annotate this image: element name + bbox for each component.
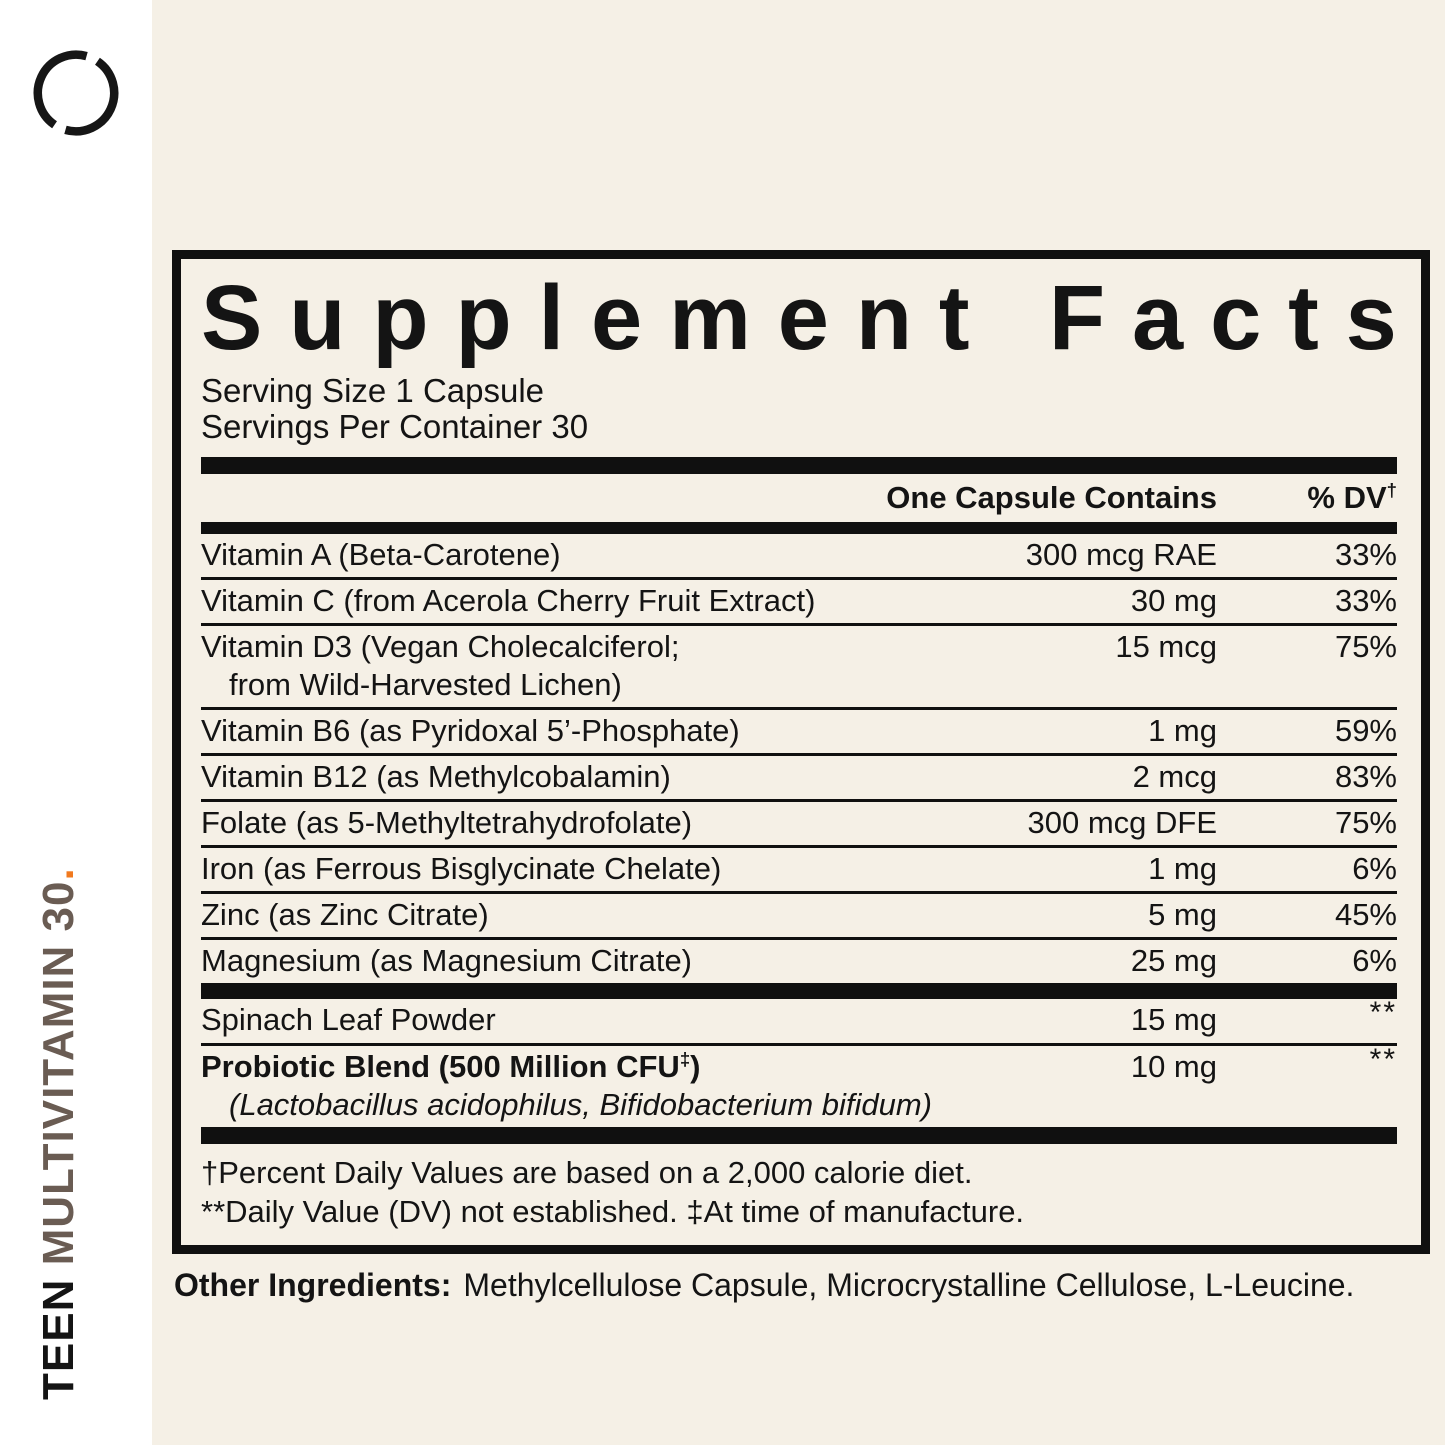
table-row: Zinc (as Zinc Citrate) 5 mg 45% bbox=[201, 891, 1397, 937]
row-dv: 6% bbox=[1352, 943, 1397, 978]
table-row: Vitamin B6 (as Pyridoxal 5’-Phosphate) 1… bbox=[201, 707, 1397, 753]
divider-bar-under-header bbox=[201, 522, 1397, 534]
row-name: Folate (as 5-Methyltetrahydrofolate) bbox=[201, 805, 693, 840]
table-row: Iron (as Ferrous Bisglycinate Chelate) 1… bbox=[201, 845, 1397, 891]
brand-name-secondary: MULTIVITAMIN 30 bbox=[34, 880, 83, 1279]
row-amount: 10 mg bbox=[1130, 1049, 1217, 1084]
row-amount: 1 mg bbox=[1148, 851, 1217, 886]
row-name: Vitamin D3 (Vegan Cholecalciferol; from … bbox=[201, 629, 680, 702]
brand-name-primary: TEEN bbox=[34, 1278, 83, 1400]
table-row: Spinach Leaf Powder 15 mg ** bbox=[201, 996, 1397, 1043]
row-amount: 1 mg bbox=[1148, 713, 1217, 748]
table-row: Vitamin C (from Acerola Cherry Fruit Ext… bbox=[201, 577, 1397, 623]
row-dv: ** bbox=[1369, 1043, 1397, 1076]
other-actives-table: Spinach Leaf Powder 15 mg ** Probiotic B… bbox=[201, 996, 1397, 1127]
footnote-line-1: †Percent Daily Values are based on a 2,0… bbox=[201, 1155, 973, 1190]
column-header-contains: One Capsule Contains bbox=[886, 480, 1217, 515]
table-row: Folate (as 5-Methyltetrahydrofolate) 300… bbox=[201, 799, 1397, 845]
row-name: Probiotic Blend (500 Million CFU‡) (Lact… bbox=[201, 1048, 933, 1122]
table-header-row: One Capsule Contains % DV† bbox=[201, 474, 1397, 522]
brand-logo bbox=[28, 45, 124, 141]
column-header-dv: % DV† bbox=[1307, 479, 1397, 515]
row-dv: 83% bbox=[1334, 759, 1397, 794]
row-amount: 30 mg bbox=[1130, 583, 1217, 618]
row-name: Vitamin C (from Acerola Cherry Fruit Ext… bbox=[201, 583, 816, 618]
row-amount: 300 mcg DFE bbox=[1027, 805, 1217, 840]
table-row: Magnesium (as Magnesium Citrate) 25 mg 6… bbox=[201, 937, 1397, 983]
row-dv: ** bbox=[1369, 996, 1397, 1029]
table-row: Probiotic Blend (500 Million CFU‡) (Lact… bbox=[201, 1043, 1397, 1127]
row-amount: 2 mcg bbox=[1132, 759, 1217, 794]
table-row: Vitamin A (Beta-Carotene) 300 mcg RAE 33… bbox=[201, 534, 1397, 577]
row-name: Spinach Leaf Powder bbox=[201, 1002, 496, 1037]
servings-per-container-line: Servings Per Container 30 bbox=[201, 408, 589, 445]
dagger-superscript: † bbox=[1386, 479, 1397, 501]
footnotes-block: †Percent Daily Values are based on a 2,0… bbox=[201, 1144, 1397, 1235]
footnote-line-2: **Daily Value (DV) not established. ‡At … bbox=[201, 1194, 1025, 1229]
row-name: Zinc (as Zinc Citrate) bbox=[201, 897, 489, 932]
row-dv: 45% bbox=[1334, 897, 1397, 932]
row-name: Vitamin B6 (as Pyridoxal 5’-Phosphate) bbox=[201, 713, 740, 748]
row-amount: 15 mcg bbox=[1115, 629, 1217, 664]
other-ingredients-text: Methylcellulose Capsule, Microcrystallin… bbox=[463, 1267, 1355, 1303]
table-row: Vitamin D3 (Vegan Cholecalciferol; from … bbox=[201, 623, 1397, 707]
brand-vertical-text: TEEN MULTIVITAMIN 30. bbox=[34, 700, 100, 1400]
row-amount: 15 mg bbox=[1130, 1002, 1217, 1037]
row-name: Vitamin A (Beta-Carotene) bbox=[201, 537, 561, 572]
row-dv: 6% bbox=[1352, 851, 1397, 886]
row-dv: 75% bbox=[1334, 629, 1397, 664]
nutrients-table: Vitamin A (Beta-Carotene) 300 mcg RAE 33… bbox=[201, 534, 1397, 983]
serving-size-line: Serving Size 1 Capsule bbox=[201, 372, 545, 409]
row-amount: 25 mg bbox=[1130, 943, 1217, 978]
row-name: Vitamin B12 (as Methylcobalamin) bbox=[201, 759, 671, 794]
brand-dot: . bbox=[34, 867, 83, 881]
broken-circle-icon bbox=[33, 50, 119, 136]
divider-bar-middle bbox=[201, 983, 1397, 999]
row-amount: 5 mg bbox=[1148, 897, 1217, 932]
other-ingredients-line: Other Ingredients: Methylcellulose Capsul… bbox=[172, 1266, 1430, 1304]
divider-bar-bottom bbox=[201, 1127, 1397, 1144]
other-ingredients-label: Other Ingredients: bbox=[174, 1267, 452, 1303]
table-row: Vitamin B12 (as Methylcobalamin) 2 mcg 8… bbox=[201, 753, 1397, 799]
divider-bar-thick-top bbox=[201, 457, 1397, 474]
row-name: Iron (as Ferrous Bisglycinate Chelate) bbox=[201, 851, 722, 886]
row-dv: 33% bbox=[1334, 583, 1397, 618]
row-amount: 300 mcg RAE bbox=[1025, 537, 1217, 572]
row-dv: 75% bbox=[1334, 805, 1397, 840]
row-name: Magnesium (as Magnesium Citrate) bbox=[201, 943, 693, 978]
row-dv: 59% bbox=[1334, 713, 1397, 748]
row-dv: 33% bbox=[1334, 537, 1397, 572]
